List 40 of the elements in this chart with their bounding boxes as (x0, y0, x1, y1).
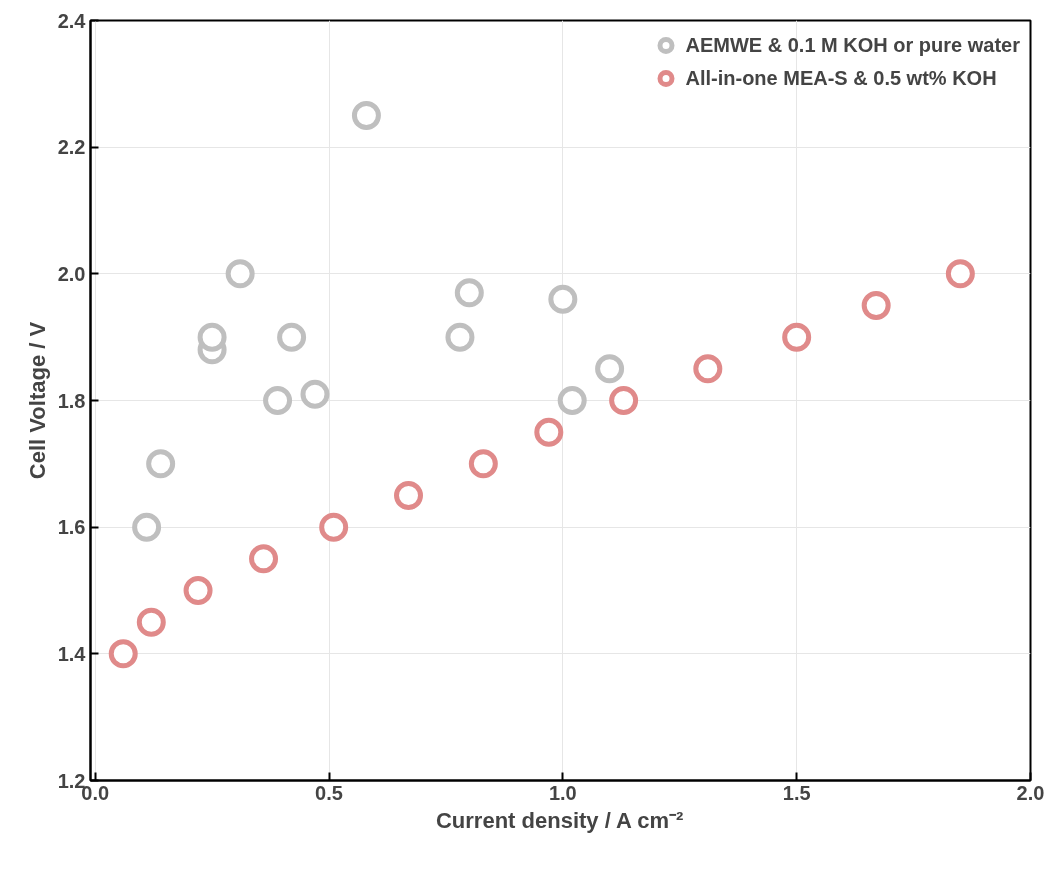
x-tick-label: 1.5 (782, 781, 811, 804)
point (861, 291, 891, 320)
point (183, 576, 213, 605)
y-tick-label: 1.8 (57, 389, 86, 412)
point (534, 417, 564, 447)
point (548, 284, 578, 314)
y-axis-title: Cell Voltage / V (24, 321, 50, 480)
point (136, 607, 166, 637)
point (132, 512, 162, 542)
legend-label: All-in-one MEA-S & 0.5 wt% KOH (685, 66, 997, 90)
point (263, 386, 293, 415)
x-tick-label: 0.5 (315, 781, 343, 804)
point (557, 386, 587, 415)
point (609, 386, 639, 415)
point (319, 512, 349, 542)
point (445, 322, 475, 352)
point (277, 322, 307, 352)
y-tick-label: 1.6 (57, 516, 86, 539)
point (945, 259, 975, 289)
point (249, 544, 279, 574)
point (782, 322, 812, 352)
x-axis-title: Current density / A cm⁻² (435, 807, 684, 833)
point (468, 449, 498, 479)
y-tick-label: 2.0 (57, 262, 86, 285)
y-tick-label: 1.4 (57, 642, 87, 665)
point (108, 639, 138, 669)
point (351, 101, 381, 130)
point (146, 449, 176, 479)
point (595, 354, 625, 384)
point (197, 322, 227, 352)
point (693, 354, 723, 384)
y-tick-label: 2.4 (57, 9, 87, 32)
point (225, 259, 255, 289)
x-tick-label: 2.0 (1016, 781, 1045, 804)
point (300, 379, 330, 409)
y-tick-label: 2.2 (57, 136, 86, 159)
point (454, 278, 484, 308)
legend-label: AEMWE & 0.1 M KOH or pure water (685, 33, 1020, 57)
x-tick-label: 1.0 (548, 781, 577, 804)
point (394, 481, 424, 510)
